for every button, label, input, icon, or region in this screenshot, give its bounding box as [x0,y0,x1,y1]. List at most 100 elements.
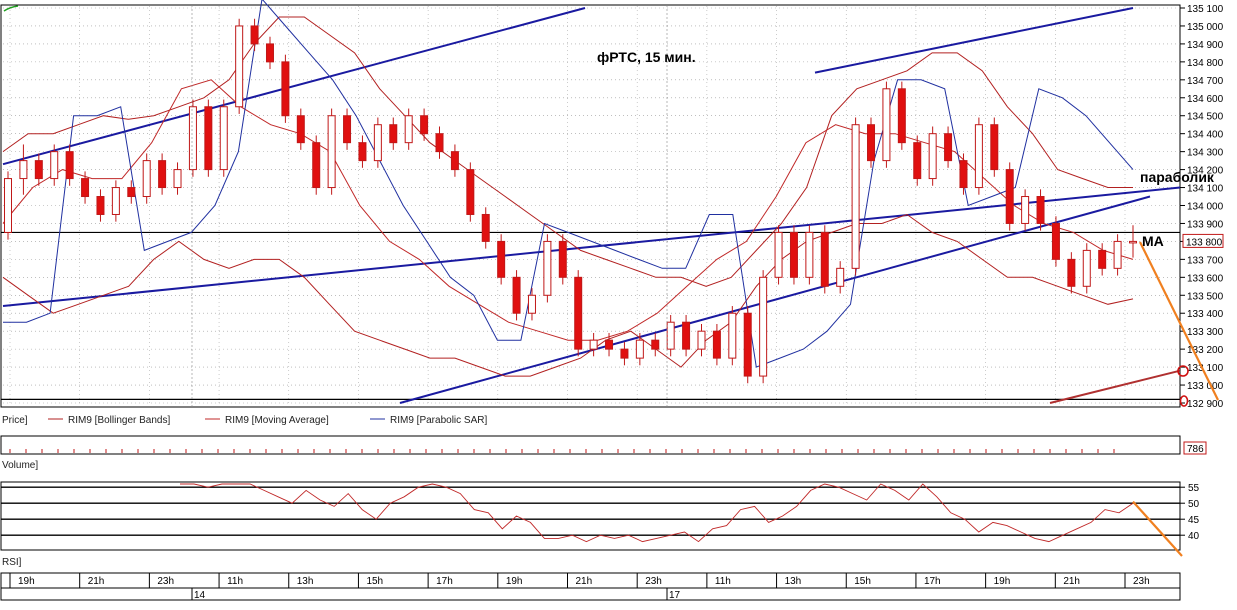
candle-body [312,142,321,189]
candle-body [158,160,167,189]
annotations: параболик MA [3,5,1219,407]
rsi-forecast-arrow [1132,500,1183,557]
price-tick-label: 133 500 [1187,291,1224,302]
time-tick-label: 11h [227,576,243,587]
candle-body [728,312,737,359]
price-tick-label: 134 900 [1187,40,1224,51]
time-tick-label: 15h [854,576,871,587]
candle-body [851,124,860,269]
legend-series-label: RIM9 [Parabolic SAR] [390,415,487,426]
channel-lower-line [399,195,1151,404]
bollinger-lower-band [2,213,1134,377]
last-price-label: 133 800 [1186,237,1223,248]
candle-body [265,43,274,63]
price-tick-label: 134 700 [1187,76,1224,87]
candle-body [188,106,197,171]
time-tick-label: 19h [18,576,35,587]
candle-body [250,25,259,45]
candle-body [96,196,105,215]
candle-body [373,124,382,162]
candle-body [420,115,429,135]
price-tick-label: 133 300 [1187,327,1224,338]
candle-body [789,231,798,278]
time-tick-label: 17h [924,576,941,587]
legend: Price] RIM9 [Bollinger Bands] RIM9 [Moving… [2,415,487,426]
price-marker-circle [1177,365,1189,377]
day-label: 14 [194,590,206,601]
time-tick-label: 15h [366,576,383,587]
price-tick-label: 133 900 [1187,219,1224,230]
time-axis-frame [0,572,1181,601]
candle-body [358,142,367,162]
candle-body [65,151,74,180]
candle-body [836,267,845,287]
panel-frames [0,4,1181,601]
rsi-panel: 55 50 45 40 RSI] [1,483,1200,568]
candle-body [404,115,413,144]
time-tick-label: 19h [994,576,1011,587]
candle-body [620,348,629,359]
candle-body [759,276,768,377]
candle-body [974,124,983,189]
price-tick-label: 133 700 [1187,255,1224,266]
time-tick-label: 13h [297,576,314,587]
price-tick-label: 135 100 [1187,4,1224,15]
candle-body [4,178,12,233]
candle-body [882,88,891,162]
time-tick-label: 21h [576,576,593,587]
volume-panel: Volume] 786 [2,441,1207,471]
price-tick-label: 133 000 [1187,381,1224,392]
corner-mark [3,5,19,12]
legend-price-label: Price] [2,415,28,426]
candle-body [327,115,336,189]
candle-body [1067,258,1076,287]
price-tick-label: 134 200 [1187,166,1224,177]
time-tick-label: 21h [1063,576,1080,587]
channel-middle-line [2,186,1181,308]
candle-body [635,339,644,359]
price-axis: 135 100 135 000 134 900 134 800 134 700 134 6… [1180,4,1224,410]
candlesticks [4,18,1137,384]
candle-body [1021,196,1030,224]
parabolic-sar [3,0,1134,368]
price-tick-label: 134 500 [1187,112,1224,123]
candle-body [605,339,614,350]
candle-body [1113,240,1122,269]
time-tick-label: 17h [436,576,453,587]
candle-body [805,231,814,278]
candle-body [944,133,953,162]
volume-value-box [1183,441,1207,455]
candle-body [389,124,398,144]
candle-body [219,106,228,171]
candle-body [990,124,999,171]
legend-series-label: RIM9 [Bollinger Bands] [68,415,170,426]
candle-body [527,294,536,314]
candle-body [81,178,90,198]
channel-upper-line [2,7,586,166]
time-tick-label: 19h [506,576,523,587]
forecast-arrow [1139,241,1219,401]
candle-body [1036,196,1045,224]
rsi-line [180,483,1134,543]
ma-annotation: MA [1142,233,1164,249]
price-tick-label: 133 200 [1187,345,1224,356]
candle-body [928,133,937,180]
candle-body [897,88,906,144]
chart-title: фРТС, 15 мин. [597,49,696,65]
candle-body [820,231,829,287]
candle-body [1082,249,1091,287]
trend-channel [2,7,1181,404]
bollinger-upper-band [2,16,1133,287]
candle-body [435,133,444,153]
price-tick-label: 133 400 [1187,309,1224,320]
candle-body [497,240,506,278]
parabolic-sar-line [3,0,1134,368]
candle-body [127,187,136,198]
rsi-label: RSI] [2,557,22,568]
last-price-box [1182,233,1224,248]
candle-body [743,312,752,377]
candle-body [697,330,706,350]
price-tick-label: 133 100 [1187,363,1224,374]
rsi-tick-label: 45 [1188,515,1200,526]
